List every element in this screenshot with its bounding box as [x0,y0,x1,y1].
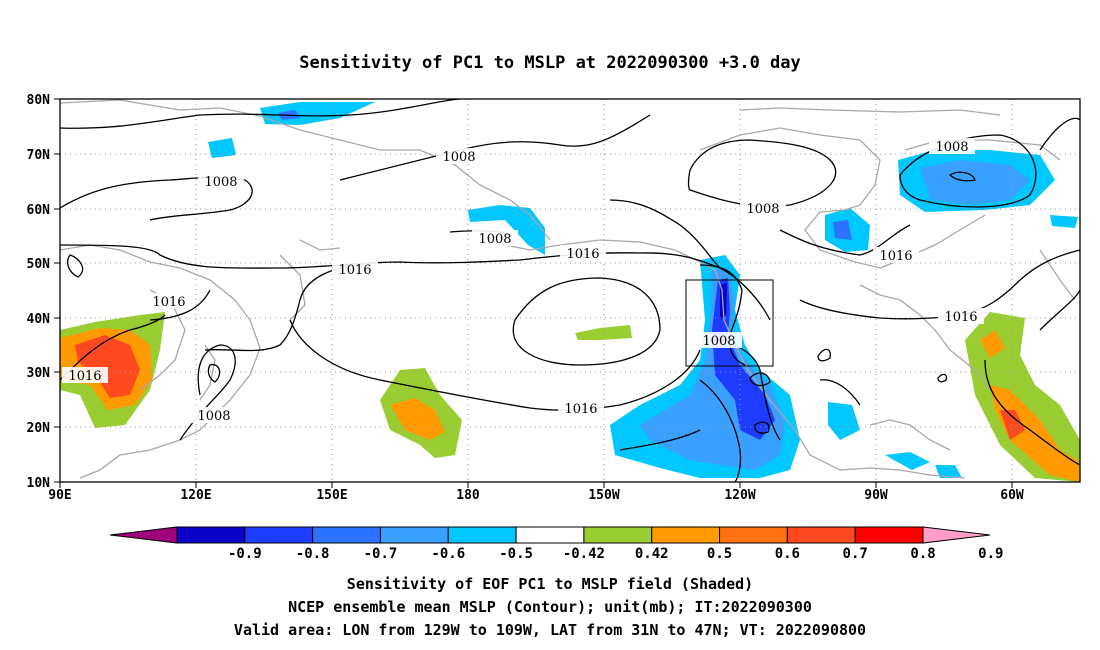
negative-anomaly-siberia [208,138,236,158]
colorbar: -0.9 -0.8 -0.7 -0.6 -0.5 -0.42 0.42 0.5 0.6 0.7 0.… [109,526,1003,562]
colorbar-tick-label: -0.7 [364,546,398,562]
positive-anomaly-midpacific [575,325,632,340]
map-title: Sensitivity of PC1 to MSLP at 2022090300… [299,53,801,73]
lon-tick-label: 180 [456,488,480,503]
colorbar-swatch [854,526,924,544]
lat-tick-label: 80N [27,93,51,108]
lat-tick-label: 20N [27,421,51,436]
lon-tick-label: 150W [588,488,619,503]
negative-anomaly-caribbean [885,452,930,470]
lat-tick-label: 10N [27,476,51,491]
contour-label: 1008 [197,409,230,424]
negative-anomaly-westcoast-mid [640,268,785,470]
contour-label: 1008 [702,334,735,349]
contour-label: 1016 [566,247,599,262]
map-panel: 1008 1008 1008 1008 1008 1016 1016 1016 … [60,99,1080,482]
colorbar-swatch [379,526,449,544]
colorbar-swatch [312,526,381,544]
colorbar-tick-label: 0.6 [775,546,800,562]
longitude-labels: 90E 120E 150E 180 150W 120W 90W 60W [48,488,1024,503]
contour-label: 1016 [879,249,912,264]
contour-label: 1016 [564,402,597,417]
positive-anomaly-atlantic-north [980,330,1005,358]
map-frame [59,98,1081,483]
colorbar-swatch [786,526,856,544]
positive-anomaly-pacific-core [390,398,445,440]
contour-label: 1008 [935,140,968,155]
contour-label: 1008 [746,202,779,217]
lat-tick-label: 70N [27,148,51,163]
coastlines [60,99,1076,479]
colorbar-tick-label: -0.8 [296,546,330,562]
negative-anomaly-westcoast-core [712,278,775,440]
colorbar-tick-label: -0.42 [563,546,605,562]
caption-line-1: Sensitivity of EOF PC1 to MSLP field (Sh… [347,575,753,593]
colorbar-max-arrow [922,526,991,544]
contour-label: 1016 [68,369,101,384]
colorbar-tick-label: -0.6 [431,546,465,562]
contour-label: 1016 [152,295,185,310]
contour-label-layer: 1008 1008 1008 1008 1008 1016 1016 1016 … [62,138,984,424]
lon-tick-label: 120W [724,488,755,503]
colorbar-swatch [447,526,517,544]
colorbar-swatch [244,526,314,544]
colorbar-swatch [651,526,721,544]
lat-tick-label: 30N [27,366,51,381]
caption-line-2: NCEP ensemble mean MSLP (Contour); unit(… [288,598,812,616]
negative-anomaly-alaska [468,205,545,255]
latitude-labels: 80N 70N 60N 50N 40N 30N 20N 10N [27,93,51,491]
valid-area-box [685,279,774,367]
colorbar-tick-label: -0.5 [499,546,533,562]
colorbar-tick-label: 0.7 [843,546,868,562]
contour-label: 1016 [944,310,977,325]
lon-tick-label: 120E [180,488,211,503]
lat-tick-label: 60N [27,203,51,218]
negative-anomaly-canada-core [920,160,1030,205]
contour-label: 1008 [478,232,511,247]
colorbar-tick-label: 0.42 [635,546,669,562]
colorbar-swatch [176,526,246,544]
lon-tick-label: 90E [48,488,71,503]
caption-line-3: Valid area: LON from 129W to 109W, LAT f… [234,621,866,639]
colorbar-min-arrow [109,526,178,544]
lat-tick-label: 50N [27,257,51,272]
axis-ticks [54,98,1013,488]
colorbar-swatch [515,526,585,544]
negative-anomaly-labrador [1050,215,1078,228]
lat-tick-label: 40N [27,312,51,327]
negative-anomaly-caribbean-east [935,465,962,478]
colorbar-swatch [583,526,653,544]
lon-tick-label: 90W [864,488,888,503]
colorbar-swatch [719,526,788,544]
negative-anomaly-gulf [828,402,860,440]
lon-tick-label: 150E [316,488,347,503]
colorbar-tick-label: 0.5 [707,546,732,562]
colorbar-tick-label: -0.9 [228,546,262,562]
contour-label: 1008 [442,150,475,165]
contour-label: 1016 [338,263,371,278]
graticule [60,99,1080,482]
negative-anomaly-hudson-core [833,220,852,240]
lon-tick-label: 60W [1000,488,1024,503]
colorbar-tick-label: 0.9 [978,546,1003,562]
contour-label: 1008 [204,175,237,190]
colorbar-tick-label: 0.8 [910,546,935,562]
sensitivity-shading [60,102,1080,482]
